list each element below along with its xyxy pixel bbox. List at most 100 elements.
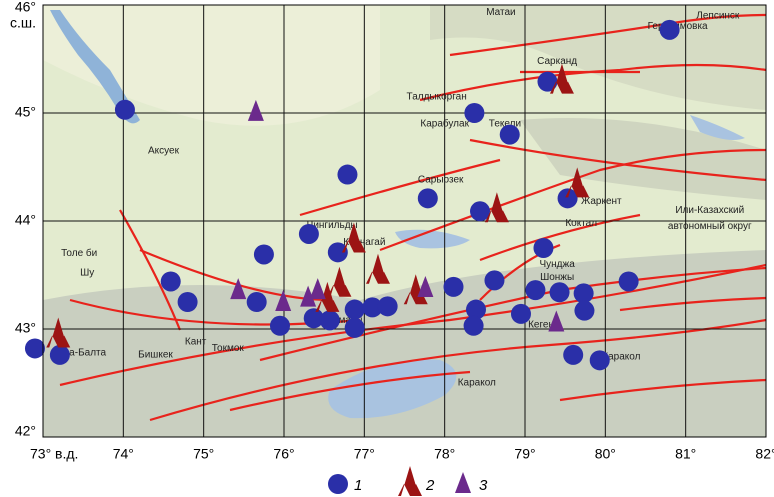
map-frame: [42, 4, 767, 438]
marker-circle: [443, 276, 464, 297]
marker-circle: [319, 310, 340, 331]
place-label: Жаркент: [581, 196, 622, 207]
marker-purple-triangle: [300, 285, 317, 307]
marker-circle: [484, 270, 505, 291]
marker-red-triangle: [341, 222, 366, 253]
legend-symbol: [398, 466, 422, 496]
marker-circle: [298, 223, 319, 244]
axes: 46° 45° 44° 43° 42° с.ш. 73° в.д. 74° 75° 76° 77° 7…: [10, 0, 774, 462]
marker-circle: [659, 19, 680, 40]
lon-label: 78°: [434, 446, 455, 462]
marker-red-triangle: [565, 167, 590, 198]
lon-label: 82°: [755, 446, 774, 462]
lat-label: 46°: [15, 0, 36, 15]
place-label: Шонжы: [540, 272, 574, 283]
lon-label: 76°: [273, 446, 294, 462]
marker-circle: [269, 315, 290, 336]
legend-label: 3: [479, 477, 488, 494]
lon-label: 81°: [675, 446, 696, 462]
place-label: Текели: [489, 118, 521, 129]
marker-circle: [470, 201, 491, 222]
marker-circle: [362, 297, 383, 318]
place-label: Карабулак: [420, 117, 469, 129]
marker-circle: [344, 317, 365, 338]
marker-red-triangle: [315, 281, 340, 312]
marker-circle: [337, 164, 358, 185]
marker-circle: [499, 124, 520, 145]
marker-circle: [464, 103, 485, 123]
legend-symbol: [328, 474, 348, 494]
place-label: Лепсинск: [696, 10, 740, 21]
place-label: Капчагай: [343, 237, 385, 248]
marker-circle: [510, 303, 531, 324]
place-label: Чингильды: [307, 220, 358, 231]
lon-label: 77°: [354, 446, 375, 462]
lat-label: 43°: [15, 320, 36, 336]
marker-circle: [246, 292, 267, 312]
lat-label: 42°: [15, 423, 36, 439]
marker-circle: [303, 308, 324, 329]
place-labels: МатаиЛепсинскГерасимовкаСаркандТалдыкорг…: [52, 7, 752, 388]
marker-red-triangle: [549, 63, 574, 94]
lon-label: 79°: [514, 446, 535, 462]
marker-circle: [344, 299, 365, 320]
lat-label: 45°: [15, 104, 36, 120]
marker-circle: [574, 300, 595, 321]
lon-label: 75°: [193, 446, 214, 462]
marker-purple-triangle: [548, 310, 565, 332]
place-label: Талдыкорган: [407, 91, 467, 102]
lat-unit: с.ш.: [10, 15, 36, 31]
legend-label: 1: [354, 477, 362, 494]
place-label: Токмок: [212, 343, 245, 354]
place-label: Или-Казахский: [675, 205, 744, 216]
marker-red-triangle: [484, 192, 509, 223]
place-label: Алматы: [326, 315, 363, 326]
marker-red-triangle: [365, 253, 390, 284]
marker-circle: [114, 99, 135, 120]
marker-circle: [557, 188, 578, 209]
place-label: Каракол: [458, 378, 496, 389]
marker-purple-triangle: [417, 275, 434, 297]
place-label: Матаи: [486, 7, 515, 18]
marker-purple-triangle: [275, 290, 292, 311]
lon-label: 73° в.д.: [30, 446, 78, 462]
place-label: Кеген: [528, 319, 554, 330]
marker-purple-triangle: [309, 278, 326, 300]
place-label: Каракол: [602, 352, 640, 363]
place-label: Шу: [80, 267, 94, 278]
marker-circle: [253, 244, 274, 265]
marker-circle: [618, 271, 639, 292]
marker-circle: [327, 242, 348, 263]
marker-circle: [160, 271, 181, 292]
place-label: Сарканд: [537, 56, 577, 67]
place-label: Сарыозек: [418, 175, 464, 186]
place-label: Чунджа: [539, 259, 575, 270]
place-label: Бишкек: [138, 350, 173, 361]
legend: 1 2 3: [328, 466, 488, 496]
marker-circle: [563, 344, 584, 365]
marker-circle: [24, 338, 45, 359]
legend-label: 2: [425, 477, 435, 494]
marker-circle: [49, 344, 70, 365]
marker-circle: [573, 283, 594, 304]
marker-circle: [589, 350, 610, 371]
marker-circle: [549, 282, 570, 303]
legend-symbol: [455, 472, 471, 493]
marker-purple-triangle: [247, 99, 264, 121]
marker-circle: [177, 292, 198, 312]
place-label: автономный округ: [668, 221, 752, 232]
marker-circle: [465, 299, 486, 320]
place-label: Коктал: [565, 218, 597, 229]
marker-purple-triangle: [230, 278, 247, 300]
marker-red-triangle: [46, 317, 71, 348]
marker-circle: [533, 238, 554, 258]
marker-circle: [537, 71, 558, 92]
place-label: Кара-Балта: [52, 347, 106, 358]
lat-label: 44°: [15, 212, 36, 228]
marker-circle: [525, 280, 546, 301]
place-label: Кант: [185, 337, 207, 348]
place-label: Аксуек: [148, 145, 180, 156]
lon-label: 80°: [595, 446, 616, 462]
place-label: Толе би: [61, 247, 97, 259]
